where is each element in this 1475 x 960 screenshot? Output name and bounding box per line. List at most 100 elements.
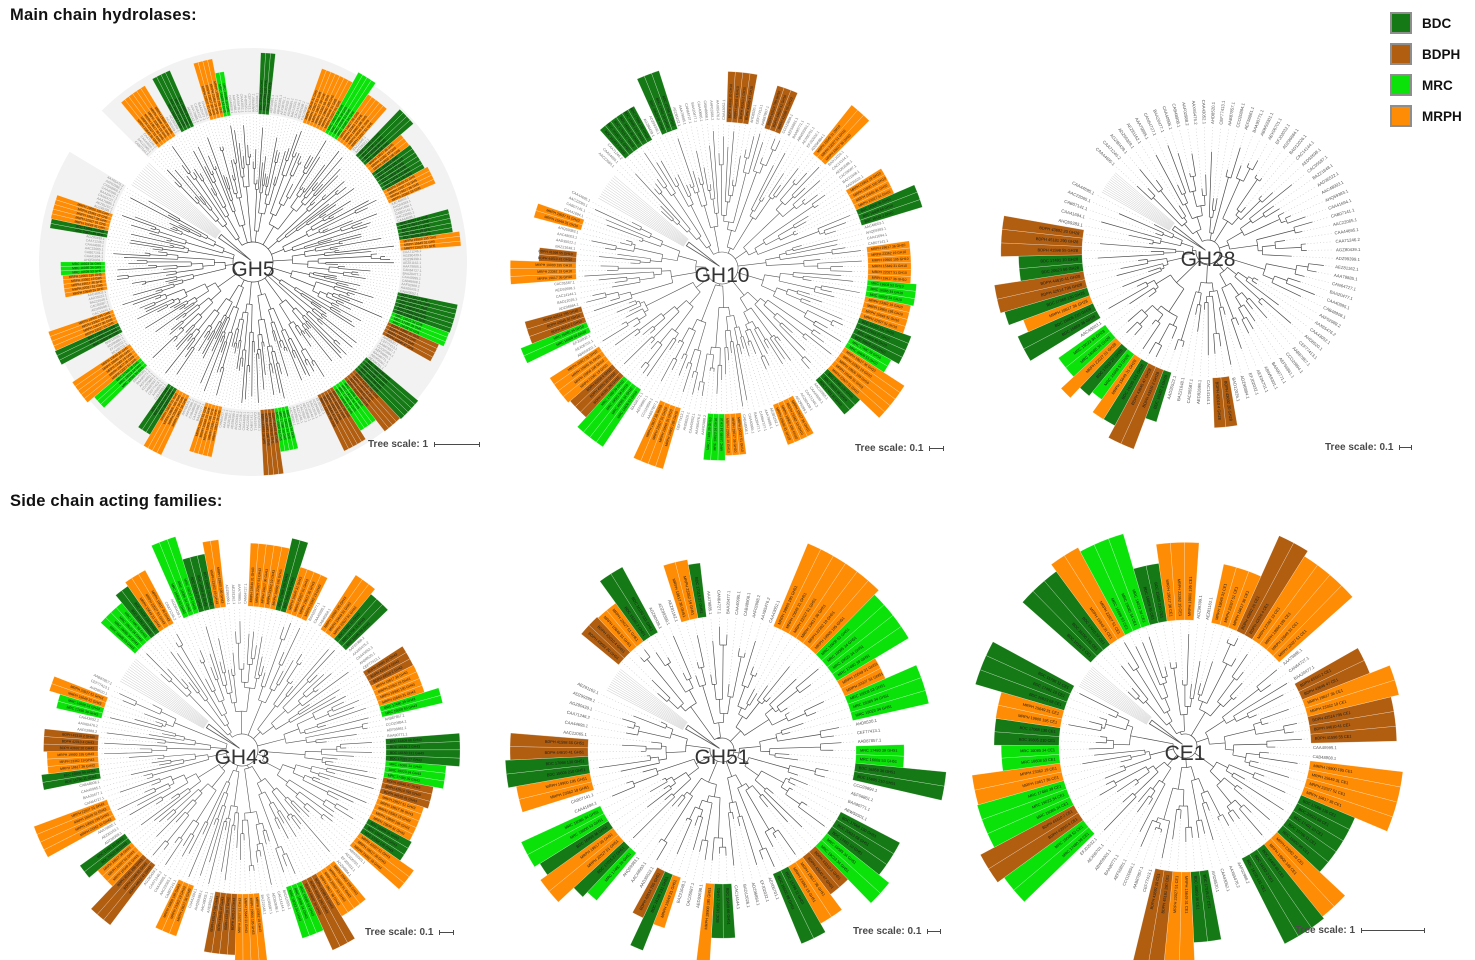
wedge-mrph: [188, 402, 210, 453]
wedge-bdph: [203, 891, 221, 953]
accession-label: BAD12026.1: [290, 98, 299, 117]
wedge-label: MRPH 19617 36 GH10: [731, 417, 738, 452]
accession-label: CAA41694.1: [1061, 208, 1086, 220]
wedge-mrph: [1164, 871, 1182, 960]
wedge-mrc: [285, 885, 310, 939]
wedge-label: MRPH 15649 31 GH10: [872, 264, 907, 268]
wedge-label: MRPH 19900 195 GH5: [403, 235, 436, 243]
root-needle: [1171, 225, 1206, 251]
accession-label: BAZ21648.1: [555, 244, 575, 251]
accession-label: AAC48003.1: [87, 290, 106, 298]
wedge-mrph: [1300, 786, 1393, 832]
wedge-label: MRC 16085 34 GH10: [720, 418, 724, 451]
wedge-mrph: [549, 346, 603, 385]
wedge-label: BDC 16859 36 GH43: [196, 575, 208, 607]
accession-label: CAB07141.1: [84, 250, 103, 255]
wedge-label: MRC 19023 34 GH5: [72, 262, 101, 266]
wedge-bdph: [43, 728, 99, 741]
wedge-mrc: [333, 80, 376, 141]
wedge-mrph: [349, 841, 405, 890]
wedge-label: MRPH 19900 195 GH5: [69, 272, 102, 279]
accession-label: CAC05587.1: [300, 101, 310, 120]
wedge-label: BDC 17068 130 GH51: [545, 758, 584, 766]
wedge-mrc: [977, 780, 1067, 820]
accession-label: BAD12026.1: [308, 400, 319, 419]
accession-label: BAA90771.1: [272, 95, 279, 114]
accession-label: ADZ96884.1: [286, 98, 294, 117]
accession-label: CAA41694.1: [867, 233, 888, 241]
wedge-mrc: [60, 261, 106, 267]
wedge-label: MRPH 23362 19 GH43: [255, 897, 262, 932]
wedge-label: MRPH 23362 19 GH10: [871, 250, 906, 257]
wedge-label: BDPH 44610 41 CE1: [1314, 722, 1351, 732]
accession-label: CAA41694.1: [84, 254, 103, 259]
accession-label: CCO20894.1: [1235, 102, 1246, 128]
accession-label: EFJ02032.1: [283, 97, 291, 115]
accession-label: AAA79885.1: [222, 409, 229, 428]
wedge-label: MRPH 19900 195 GH43: [271, 569, 283, 606]
accession-label: CAB48908.1: [1312, 754, 1337, 761]
wedge-mrc: [167, 536, 200, 615]
accession-label: CAB48908.1: [188, 400, 199, 419]
accession-label: CAA43052.1: [1219, 868, 1231, 893]
wedge-label: BDPH 42010 4 GH43: [231, 898, 237, 931]
wedge-mrph: [510, 260, 577, 269]
accession-label: AAX65476.2: [78, 721, 99, 728]
wedge-bdph: [1148, 870, 1174, 960]
accession-label: CAN64727.1: [758, 410, 767, 431]
wedge-mrph: [33, 799, 109, 835]
legend: BDC BDPH MRC MRPH: [1390, 12, 1462, 127]
accession-label: CAA71246.2: [85, 238, 104, 244]
accession-label: AAD35522.1: [556, 238, 577, 245]
tree-branches: [598, 626, 842, 867]
wedge-mrph: [1272, 585, 1353, 663]
wedge-mrc: [703, 413, 714, 461]
wedge-label: BDC 16150 131 GH43: [390, 751, 424, 756]
wedge-label: MRPH 19900 195 GH10: [535, 263, 572, 268]
legend-item-bdph: BDPH: [1390, 43, 1462, 65]
wedge-label: MRPH 19900 195 GH43: [216, 567, 225, 604]
leaf-leader-lines: [577, 123, 867, 414]
wedge-label: BDC 17015 27 GH51: [694, 577, 704, 614]
wedge-label: BDC 20623 68 GH28: [1041, 265, 1080, 275]
wedge-mrph: [696, 882, 715, 960]
accession-label: AAC22065.1: [396, 210, 415, 219]
wedge-label: MRPH 19900 195 GH5: [213, 81, 224, 114]
accession-label: AAD35522.1: [206, 893, 214, 914]
wedge-mrph: [140, 85, 176, 138]
accession-label: AAD35522.1: [88, 293, 107, 301]
accession-label: BAA90771.1: [387, 732, 407, 738]
wedge-bdph: [301, 878, 341, 951]
wedge-label: BDC 17068 130 GH5: [262, 80, 268, 111]
wedge-label: MRPH 23362 19 CE1: [1020, 765, 1058, 776]
tree-scale-gh28: Tree scale: 0.1: [1325, 442, 1413, 453]
tree-scale-ce1: Tree scale: 1: [1295, 925, 1426, 936]
accession-label: CAA40995.1: [734, 590, 742, 615]
wedge-label: MRC 17480 39 GH10: [706, 417, 713, 450]
wedge-label: BDC 17491 10 GH5: [401, 219, 430, 229]
accession-label: AAD35522.1: [1166, 374, 1177, 399]
wedge-label: MRPH 23362 19 GH43: [209, 569, 219, 604]
wedge-label: BDC 20623 68 GH5: [400, 215, 429, 226]
accession-label: AAC22065.1: [246, 412, 251, 431]
wedge-label: BDPH 43310 2 GH43: [224, 897, 231, 930]
wedge-mrph: [155, 879, 184, 931]
wedge-label: MRC 19023 34 GH5: [282, 410, 292, 439]
root-fan-lines: [131, 162, 222, 239]
wedge-label: MRC 17480 39 GH43: [387, 773, 420, 783]
accession-label: CAC14144.1: [1206, 380, 1211, 405]
wedge-label: MRC 16608 53 CE1: [1021, 756, 1056, 764]
accession-label: AAA79885.1: [189, 104, 200, 123]
accession-label: CAA40995.1: [747, 413, 755, 434]
accession-label: ADZ99399.1: [225, 584, 231, 604]
wedge-bdph: [632, 867, 666, 919]
wedge-label: BDC 16182 2 GH5: [401, 293, 428, 303]
wedge-label: MRC 16608 53 GH51: [860, 756, 898, 763]
root-fan-lines: [1078, 666, 1152, 725]
wedge-label: MRPH 19900 195 GH51: [703, 887, 712, 929]
wedge-label: MRC 17480 39 GH51: [860, 748, 897, 753]
accession-label: CAC14144.1: [276, 891, 285, 912]
wedge-bdc: [610, 566, 659, 637]
tree-branches: [584, 130, 862, 407]
